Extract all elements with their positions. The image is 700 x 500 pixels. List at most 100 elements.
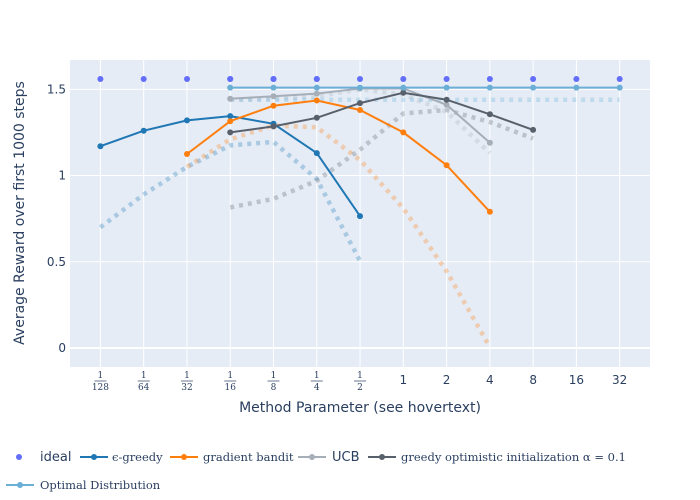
point-greedy-3: [227, 113, 234, 120]
point-optimal-distribution-8: [573, 84, 580, 91]
point-gradient-bandit-5: [400, 129, 407, 136]
point-optimal-distribution-6: [486, 84, 493, 91]
legend-label-ideal: ideal: [40, 450, 71, 465]
point-ideal-0: [97, 76, 104, 82]
point-ideal-15: [616, 76, 623, 82]
legend-marker-gradient-bandit: [181, 454, 187, 460]
y-tick-labels: 0 0.5 1 1.5: [47, 82, 66, 355]
x-tick-numerator-0: 1: [98, 371, 104, 381]
x-tick-labels: 1 128 1 64 1 32 1 16 1 8 1 4 1 2 1 2 4 8 16 32: [92, 371, 628, 393]
legend-marker-ideal: [16, 454, 22, 460]
point-greedy-optimistic-initialization-0-1-2: [313, 114, 320, 121]
x-tick-numerator-1: 1: [141, 371, 147, 381]
point-ideal-4: [227, 76, 234, 82]
point-ucb-1: [270, 93, 277, 100]
y-tick-label-1: 0.5: [47, 255, 66, 269]
point-optimal-distribution-4: [400, 84, 407, 91]
point-greedy-optimistic-initialization-0-1-3: [357, 100, 363, 107]
point-ideal-14: [573, 76, 580, 82]
x-tick-numerator-5: 1: [314, 371, 320, 381]
point-optimal-distribution-0: [227, 84, 234, 91]
x-tick-label-9: 4: [486, 373, 494, 387]
point-greedy-5: [313, 150, 320, 157]
x-tick-numerator-4: 1: [271, 371, 277, 381]
legend-marker-ucb: [309, 454, 315, 460]
series-group: [97, 76, 623, 220]
series-line-greedy-optimistic-initialization-0-1: [230, 91, 534, 134]
legend[interactable]: ideal ϵ-greedy gradient bandit UCB greed…: [6, 450, 626, 492]
point-optimal-distribution-2: [313, 84, 320, 91]
point-ucb-5: [443, 101, 450, 108]
point-ucb-0: [227, 95, 234, 102]
x-tick-label-10: 8: [529, 373, 537, 387]
x-tick-denominator-1: 64: [138, 383, 150, 393]
point-ucb-2: [313, 90, 320, 97]
x-tick-label-11: 16: [569, 373, 584, 387]
point-greedy-optimistic-initialization-0-1-7: [530, 126, 537, 133]
point-greedy-optimistic-initialization-0-1-6: [486, 111, 493, 118]
legend-marker-egreedy: [91, 454, 97, 460]
point-optimal-distribution-9: [616, 84, 623, 91]
point-gradient-bandit-3: [313, 97, 320, 104]
point-gradient-bandit-0: [184, 151, 190, 157]
x-tick-numerator-2: 1: [184, 371, 190, 381]
point-greedy-0: [97, 143, 104, 150]
legend-item-ucb[interactable]: UCB: [298, 450, 360, 465]
point-ideal-13: [530, 76, 537, 82]
point-optimal-distribution-3: [357, 84, 363, 91]
point-ideal-2: [184, 76, 190, 82]
x-tick-denominator-5: 4: [314, 383, 320, 393]
point-greedy-optimistic-initialization-0-1-0: [227, 129, 234, 136]
point-optimal-distribution-1: [270, 84, 277, 91]
faint-series-group: [99, 87, 620, 349]
x-tick-denominator-0: 128: [92, 383, 109, 393]
legend-label-ucb: UCB: [332, 450, 360, 465]
y-axis-title: Average Reward over first 1000 steps: [12, 81, 28, 345]
point-greedy-6: [357, 213, 363, 220]
y-tick-label-2: 1: [58, 169, 66, 183]
legend-label-optimal-distribution: Optimal Distribution: [40, 478, 161, 492]
legend-item-ideal[interactable]: ideal: [16, 450, 71, 465]
x-tick-label-8: 2: [443, 373, 451, 387]
point-gradient-bandit-6: [443, 162, 450, 169]
legend-label-gradient-bandit: gradient bandit: [203, 450, 294, 464]
legend-marker-optimal-distribution: [17, 482, 23, 488]
point-gradient-bandit-1: [227, 118, 234, 125]
y-tick-label-3: 1.5: [47, 82, 66, 96]
faint-line-3: [229, 107, 534, 210]
x-axis-title: Method Parameter (see hovertext): [239, 400, 481, 416]
point-gradient-bandit-4: [357, 107, 363, 113]
x-tick-denominator-3: 16: [225, 383, 237, 393]
point-optimal-distribution-7: [530, 84, 537, 91]
point-greedy-2: [184, 117, 190, 124]
y-tick-label-0: 0: [58, 341, 66, 355]
point-ideal-8: [313, 76, 320, 82]
legend-label-egreedy: ϵ-greedy: [112, 450, 163, 464]
legend-item-optimistic[interactable]: greedy optimistic initialization α = 0.1: [368, 450, 626, 464]
series-line-gradient-bandit: [186, 99, 491, 213]
point-ideal-12: [486, 76, 493, 82]
point-gradient-bandit-2: [270, 102, 277, 109]
x-tick-denominator-6: 2: [357, 383, 363, 393]
x-tick-label-7: 1: [400, 373, 408, 387]
point-ideal-9: [357, 76, 363, 82]
point-ideal-1: [140, 76, 147, 82]
point-greedy-optimistic-initialization-0-1-5: [443, 96, 450, 103]
point-greedy-optimistic-initialization-0-1-4: [400, 89, 407, 96]
x-tick-denominator-4: 8: [271, 383, 277, 393]
legend-label-optimistic: greedy optimistic initialization α = 0.1: [401, 450, 626, 464]
legend-item-optimal-distribution[interactable]: Optimal Distribution: [6, 478, 161, 492]
legend-item-gradient-bandit[interactable]: gradient bandit: [170, 450, 294, 464]
x-tick-numerator-3: 1: [227, 371, 233, 381]
point-greedy-optimistic-initialization-0-1-1: [270, 123, 277, 130]
faint-line-0: [99, 139, 362, 262]
point-gradient-bandit-7: [486, 208, 493, 215]
point-greedy-1: [140, 127, 147, 134]
point-ideal-10: [400, 76, 407, 82]
legend-item-egreedy[interactable]: ϵ-greedy: [80, 450, 163, 464]
point-ideal-6: [270, 76, 277, 82]
x-tick-label-12: 32: [612, 373, 627, 387]
x-tick-numerator-6: 1: [357, 371, 363, 381]
point-ucb-6: [486, 139, 493, 146]
